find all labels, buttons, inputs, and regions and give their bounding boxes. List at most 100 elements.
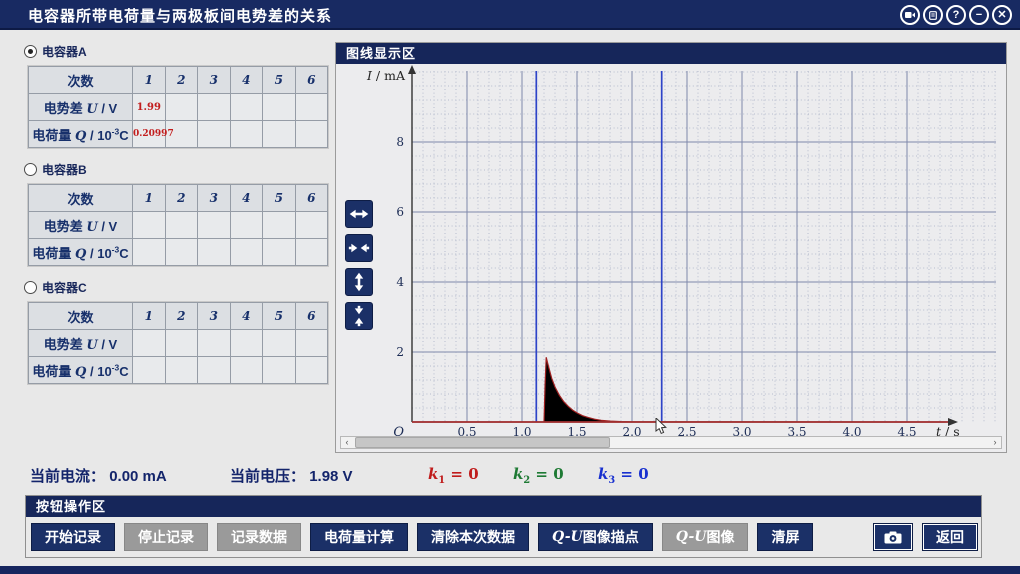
trial-number-cell: 2 [164,302,198,330]
svg-text:1.5: 1.5 [567,425,586,439]
k2-slope-value: k2 = 0 [513,465,564,486]
charge-row-label: 电荷量 Q / 10-3C [28,356,133,384]
data-value-cell [197,93,231,121]
trial-number-cell: 5 [262,302,296,330]
data-value-cell [294,238,328,266]
qu-image-button[interactable]: Q-U 图像 [661,523,749,551]
expand-vertical-icon [354,272,364,292]
trial-header-cell: 次数 [28,184,133,212]
trial-number-cell: 6 [294,184,328,212]
data-value-cell [262,211,296,239]
back-button[interactable]: 返回 [922,523,978,551]
data-value-cell [229,356,263,384]
svg-text:4.0: 4.0 [842,425,861,439]
screenshot-camera-button[interactable] [873,523,913,551]
current-voltage-label: 当前电压： [230,468,306,485]
scrollbar-thumb[interactable] [355,437,610,448]
data-value-cell [229,120,263,148]
close-icon[interactable]: ✕ [992,5,1012,25]
minimize-icon[interactable]: − [969,5,989,25]
data-value-cell [229,329,263,357]
svg-text:4.5: 4.5 [897,425,916,439]
capacitor-b-data-table: 次数 1 2 3 4 5 6 电势差 U / V 电荷量 Q / 10-3C [28,184,328,266]
scrollbar-track[interactable] [353,437,989,448]
charge-row-label: 电荷量 Q / 10-3C [28,238,133,266]
potential-difference-row-label: 电势差 U / V [28,211,133,239]
data-value-cell [132,211,166,239]
svg-text:0.5: 0.5 [457,425,476,439]
capacitor-a-radio[interactable] [24,44,37,58]
qu-plot-points-button[interactable]: Q-U 图像描点 [538,523,653,551]
current-voltage-readout: 当前电压： 1.98 V [230,465,353,486]
expand-horizontal-button[interactable] [345,200,373,228]
data-value-cell [197,329,231,357]
scroll-left-arrow-icon[interactable]: ‹ [345,437,349,447]
svg-text:4: 4 [396,275,404,289]
data-value-cell [294,120,328,148]
capacitor-a-label: 电容器A [42,44,87,59]
trial-number-cell: 6 [294,302,328,330]
data-value-cell [164,211,198,239]
svg-text:O: O [393,425,404,439]
data-value-cell [197,120,231,148]
bottom-strip [0,566,1020,574]
report-icon[interactable] [923,5,943,25]
title-bar: 电容器所带电荷量与两极板间电势差的关系 ? − ✕ [0,0,1020,30]
start-record-button[interactable]: 开始记录 [31,523,115,551]
capacitor-c-data-table: 次数 1 2 3 4 5 6 电势差 U / V 电荷量 Q / 10-3C [28,302,328,384]
capacitor-a-group: 电容器A 次数 1 2 3 4 5 6 电势差 U / V 1.99 电荷量 Q / 10-3C 0.… [24,44,330,148]
record-data-button[interactable]: 记录数据 [217,523,301,551]
scroll-right-arrow-icon[interactable]: › [993,437,997,447]
data-value-cell [262,356,296,384]
data-value-cell [294,356,328,384]
data-value-cell [164,93,198,121]
k3-slope-value: k3 = 0 [598,465,649,486]
clear-screen-button[interactable]: 清屏 [757,523,814,551]
compress-vertical-button[interactable] [345,302,373,330]
svg-text:3.0: 3.0 [732,425,751,439]
trial-number-cell: 5 [262,66,296,94]
data-value-cell [294,211,328,239]
data-value-cell [164,356,198,384]
trial-number-cell: 1 [132,302,166,330]
help-icon[interactable]: ? [946,5,966,25]
expand-horizontal-icon [349,209,369,219]
stop-record-button[interactable]: 停止记录 [124,523,208,551]
charge-calculate-button[interactable]: 电荷量计算 [310,523,408,551]
data-value-cell [262,238,296,266]
trial-number-cell: 4 [229,66,263,94]
compress-horizontal-button[interactable] [345,234,373,262]
trial-number-cell: 5 [262,184,296,212]
compress-horizontal-icon [348,243,370,253]
capacitor-b-group: 电容器B 次数 1 2 3 4 5 6 电势差 U / V 电荷量 Q / 10-3C [24,162,330,266]
potential-difference-row-label: 电势差 U / V [28,93,133,121]
expand-vertical-button[interactable] [345,268,373,296]
capacitor-c-radio[interactable] [24,280,37,294]
current-voltage-value: 1.98 V [309,468,353,485]
trial-number-cell: 3 [197,302,231,330]
svg-text:6: 6 [396,205,404,219]
graph-panel: 图线显示区 2 4 6 8 0.5 1.0 1.5 2.0 2.5 3.0 3.5 4.0 4.5 O I … [335,42,1007,453]
video-camera-icon[interactable] [900,5,920,25]
capacitor-a-data-table: 次数 1 2 3 4 5 6 电势差 U / V 1.99 电荷量 Q / 10-3C 0.2099… [28,66,328,148]
charge-row-label: 电荷量 Q / 10-3C [28,120,133,148]
svg-text:2.0: 2.0 [622,425,641,439]
trial-header-cell: 次数 [28,66,133,94]
button-panel-header: 按钮操作区 [26,496,981,517]
graph-panel-header: 图线显示区 [336,43,1006,64]
trial-number-cell: 6 [294,66,328,94]
trial-number-cell: 3 [197,66,231,94]
clear-current-data-button[interactable]: 清除本次数据 [417,523,529,551]
capacitor-b-label: 电容器B [42,162,87,177]
capacitor-c-label: 电容器C [42,280,87,295]
trial-number-cell: 1 [132,66,166,94]
capacitor-b-radio[interactable] [24,162,37,176]
current-time-chart: 2 4 6 8 0.5 1.0 1.5 2.0 2.5 3.0 3.5 4.0 4.5 O I / mA t … [366,65,996,439]
data-value-cell [197,211,231,239]
data-value-cell [229,93,263,121]
data-value-cell [197,238,231,266]
potential-difference-row-label: 电势差 U / V [28,329,133,357]
chart-zoom-controls [345,200,373,330]
data-value-cell [262,120,296,148]
horizontal-scrollbar[interactable]: ‹ › [340,436,1002,449]
